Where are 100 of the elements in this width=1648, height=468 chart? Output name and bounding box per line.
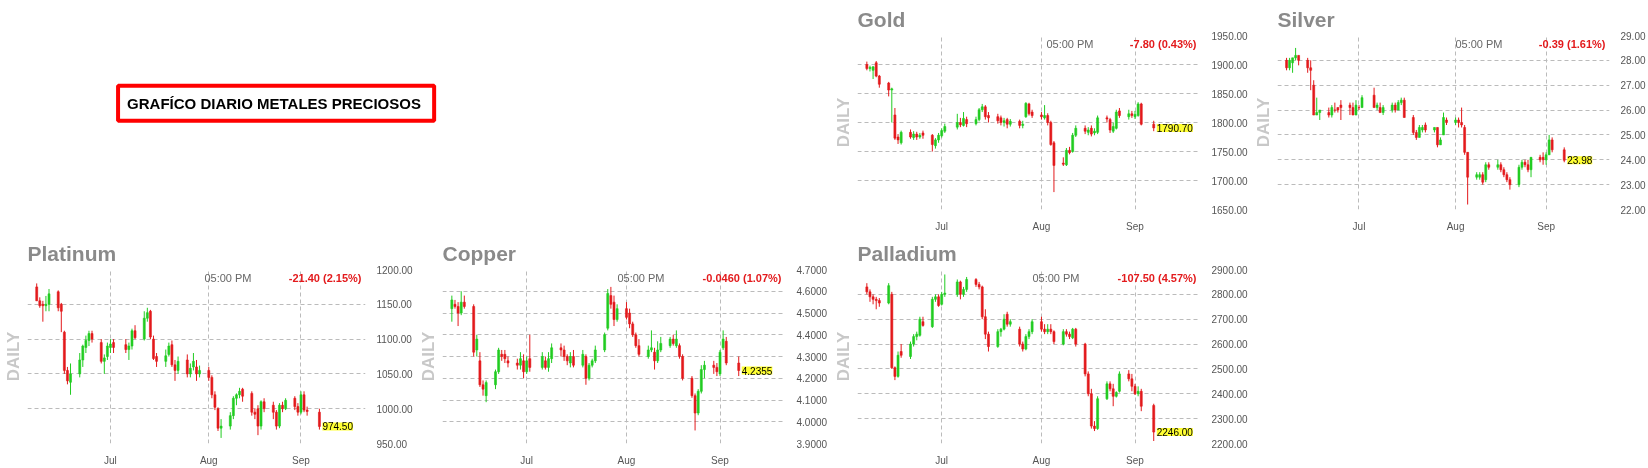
chart-title: Palladium	[857, 241, 957, 265]
y-tick-label: 2800.00	[1211, 289, 1249, 301]
y-tick-label: 1900.00	[1211, 59, 1249, 71]
candlestick	[302, 390, 306, 413]
y-tick-label: 1050.00	[376, 368, 414, 380]
x-tick-label: Sep	[1126, 220, 1145, 232]
x-tick-label: Sep	[292, 454, 311, 466]
y-tick-label: 1800.00	[1211, 117, 1249, 129]
y-tick-label: 1700.00	[1211, 175, 1249, 187]
candlestick	[256, 404, 260, 436]
x-tick-label: Sep	[1126, 454, 1145, 466]
x-tick-label: Jul	[1352, 220, 1366, 232]
candlestick	[299, 390, 303, 415]
y-tick-label: 4.2000	[796, 373, 828, 385]
candlestick	[1357, 104, 1361, 111]
annotation: 05:00 PM	[617, 271, 665, 284]
y-tick-label: 4.5000	[796, 308, 828, 319]
annotation: -21.40 (2.15%)	[288, 271, 362, 284]
y-tick-label: 2600.00	[1211, 339, 1249, 351]
y-tick-label: 4.4000	[796, 329, 828, 341]
y-tick-label: 2500.00	[1211, 363, 1249, 375]
annotation: 05:00 PM	[1032, 271, 1080, 284]
annotation: 05:00 PM	[1455, 37, 1503, 50]
candlestick	[603, 332, 606, 353]
candlestick	[721, 329, 725, 351]
chart-title: Gold	[857, 7, 906, 31]
candlestick	[1541, 151, 1545, 166]
annotation: 05:00 PM	[1046, 37, 1094, 50]
candlestick	[893, 107, 897, 141]
candlestick	[921, 130, 925, 140]
candlestick	[724, 336, 728, 366]
annotation: -0.39 (1.61%)	[1538, 37, 1606, 50]
y-tick-label: 1650.00	[1211, 204, 1249, 216]
y-tick-label: 22.00	[1620, 204, 1646, 216]
candlestick	[653, 347, 656, 371]
y-tick-label: 4.7000	[796, 264, 828, 276]
y-tick-label: 25.00	[1620, 129, 1646, 141]
candlestick	[450, 295, 454, 323]
candlestick	[890, 87, 894, 123]
annotation: 974.50	[322, 421, 354, 433]
candlestick	[718, 349, 722, 377]
annotation: 23.98	[1567, 155, 1593, 167]
x-tick-label: Aug	[1032, 220, 1051, 232]
annotation: 1790.70	[1156, 122, 1194, 134]
candlestick	[278, 402, 281, 429]
candlestick	[1118, 370, 1121, 394]
x-tick-label: Aug	[199, 454, 218, 466]
candlestick	[1529, 156, 1533, 178]
candlestick	[69, 362, 72, 396]
candlestick	[250, 390, 254, 417]
candlestick	[318, 408, 321, 431]
chart-title: Copper	[442, 241, 516, 265]
y-tick-label: 24.00	[1620, 154, 1646, 166]
y-tick-label: 23.00	[1620, 179, 1646, 191]
candlestick	[522, 353, 525, 379]
y-tick-label: 4.1000	[796, 395, 828, 406]
candlestick	[1139, 388, 1143, 412]
y-tick-label: 2300.00	[1211, 413, 1249, 425]
y-tick-label: 3.9000	[796, 438, 828, 450]
y-tick-label: 29.00	[1620, 30, 1646, 42]
candlestick	[1526, 159, 1530, 173]
x-tick-label: Aug	[1446, 220, 1465, 232]
y-tick-label: 1000.00	[376, 403, 414, 415]
y-tick-label: 28.00	[1620, 55, 1646, 67]
candlestick	[918, 316, 922, 338]
x-tick-label: Jul	[520, 454, 534, 466]
candlestick	[871, 293, 875, 305]
candlestick	[1018, 326, 1021, 348]
x-tick-label: Jul	[935, 454, 949, 466]
x-tick-label: Sep	[1537, 220, 1556, 232]
candlestick	[1538, 154, 1542, 163]
candlestick	[559, 342, 563, 357]
x-tick-label: Aug	[1032, 454, 1051, 466]
y-tick-label: 2200.00	[1211, 438, 1249, 450]
y-tick-label: 1850.00	[1211, 88, 1249, 100]
candlestick	[871, 65, 875, 80]
candlestick	[99, 338, 103, 364]
x-tick-label: Jul	[935, 220, 949, 232]
y-tick-label: 26.00	[1620, 105, 1646, 117]
y-tick-label: 1200.00	[376, 264, 414, 276]
candlestick	[142, 310, 146, 341]
candlestick	[996, 328, 1000, 349]
candlestick	[475, 334, 479, 357]
annotation: 05:00 PM	[204, 271, 252, 284]
annotation: -0.0460 (1.07%)	[702, 271, 782, 284]
y-tick-label: 27.00	[1620, 80, 1646, 92]
text: GRAFÍCO DIARIO METALES PRECIOSOS	[127, 94, 421, 112]
x-tick-label: Jul	[104, 454, 117, 466]
candlestick	[1508, 176, 1512, 191]
y-tick-label: 4.3000	[796, 351, 828, 363]
candlestick	[562, 345, 566, 362]
candlestick	[921, 316, 925, 328]
candlestick	[1517, 164, 1521, 188]
x-tick-label: Aug	[617, 454, 636, 466]
y-tick-label: 4.6000	[796, 286, 828, 298]
candlestick	[1412, 114, 1415, 136]
candlestick	[868, 65, 872, 72]
annotation: 2246.00	[1156, 427, 1194, 439]
candlestick	[656, 340, 659, 364]
y-tick-label: 1950.00	[1211, 30, 1249, 42]
